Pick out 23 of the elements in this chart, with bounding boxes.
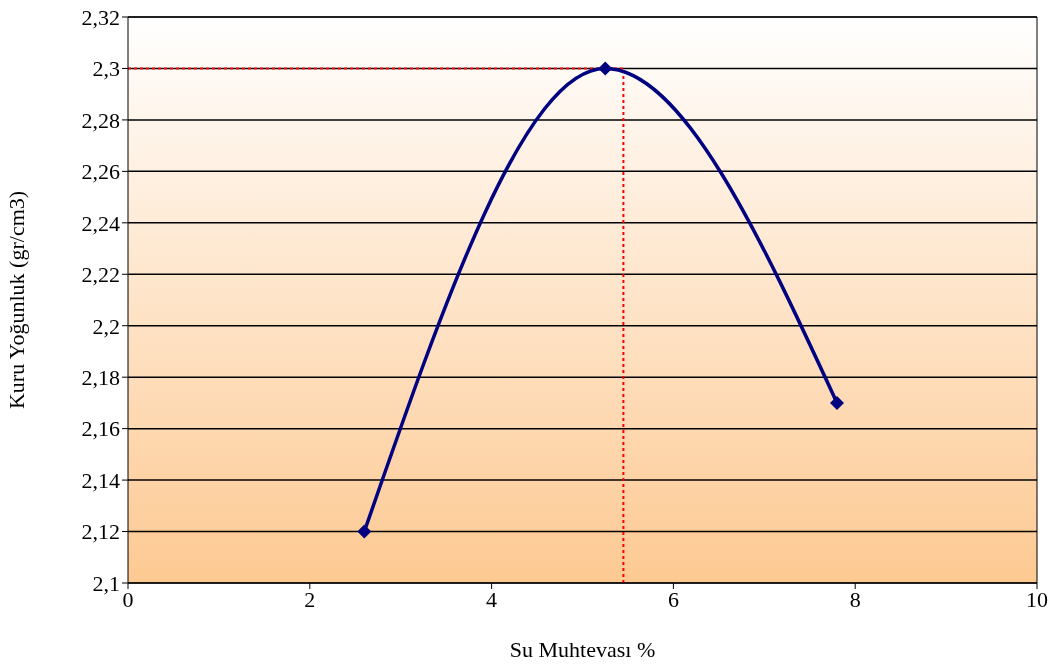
- x-tick-label: 6: [667, 586, 679, 612]
- x-axis-title: Su Muhtevası %: [509, 637, 656, 662]
- y-axis-title: Kuru Yoğunluk (gr/cm3): [3, 190, 29, 410]
- x-tick-label: 10: [1026, 586, 1048, 612]
- y-tick-label: 2,26: [81, 159, 120, 185]
- y-tick-label: 2,32: [81, 4, 120, 30]
- y-tick-label: 2,24: [81, 210, 120, 236]
- y-tick-label: 2,22: [81, 262, 120, 288]
- y-tick-label: 2,1: [92, 570, 120, 596]
- y-tick-label: 2,3: [92, 56, 120, 82]
- y-tick-label: 2,16: [81, 416, 120, 442]
- y-tick-label: 2,2: [92, 313, 120, 339]
- point: [830, 395, 845, 410]
- x-tick-label: 0: [122, 586, 134, 612]
- y-tick-label: 2,28: [81, 107, 120, 133]
- x-tick-label: 4: [486, 586, 498, 612]
- point: [357, 524, 372, 539]
- y-tick-label: 2,12: [81, 519, 120, 545]
- y-tick-label: 2,18: [81, 364, 120, 390]
- x-tick-label: 2: [304, 586, 316, 612]
- y-tick-label: 2,14: [81, 467, 120, 493]
- x-tick-label: 8: [849, 586, 861, 612]
- point: [598, 61, 613, 76]
